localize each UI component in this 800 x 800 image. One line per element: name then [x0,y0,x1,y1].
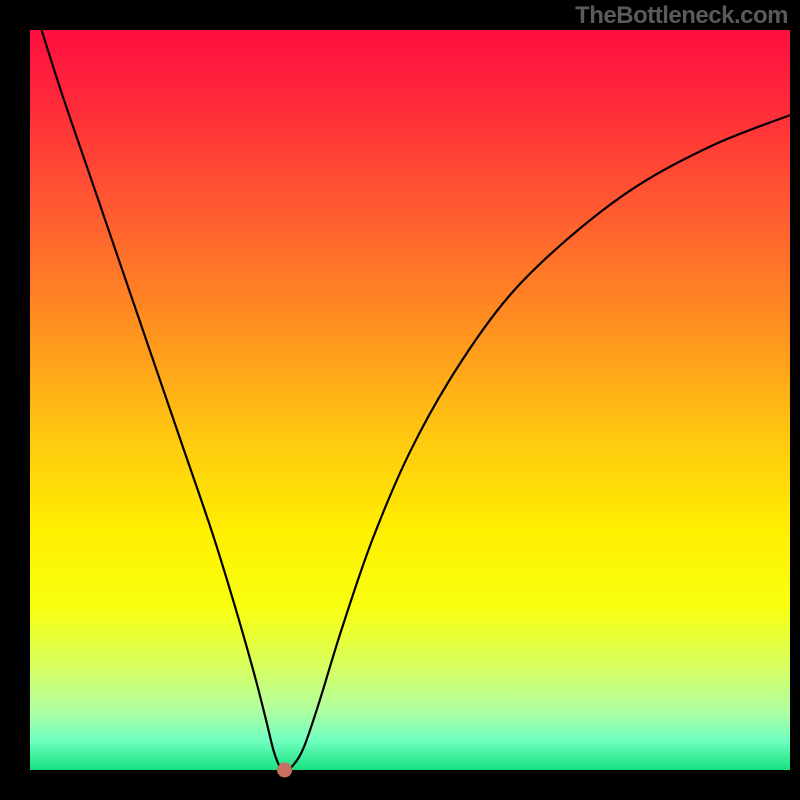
chart-plot-area [30,30,790,770]
optimal-point-marker [278,763,292,777]
bottleneck-chart [0,0,800,800]
chart-root: TheBottleneck.com [0,0,800,800]
watermark-text: TheBottleneck.com [575,2,788,30]
